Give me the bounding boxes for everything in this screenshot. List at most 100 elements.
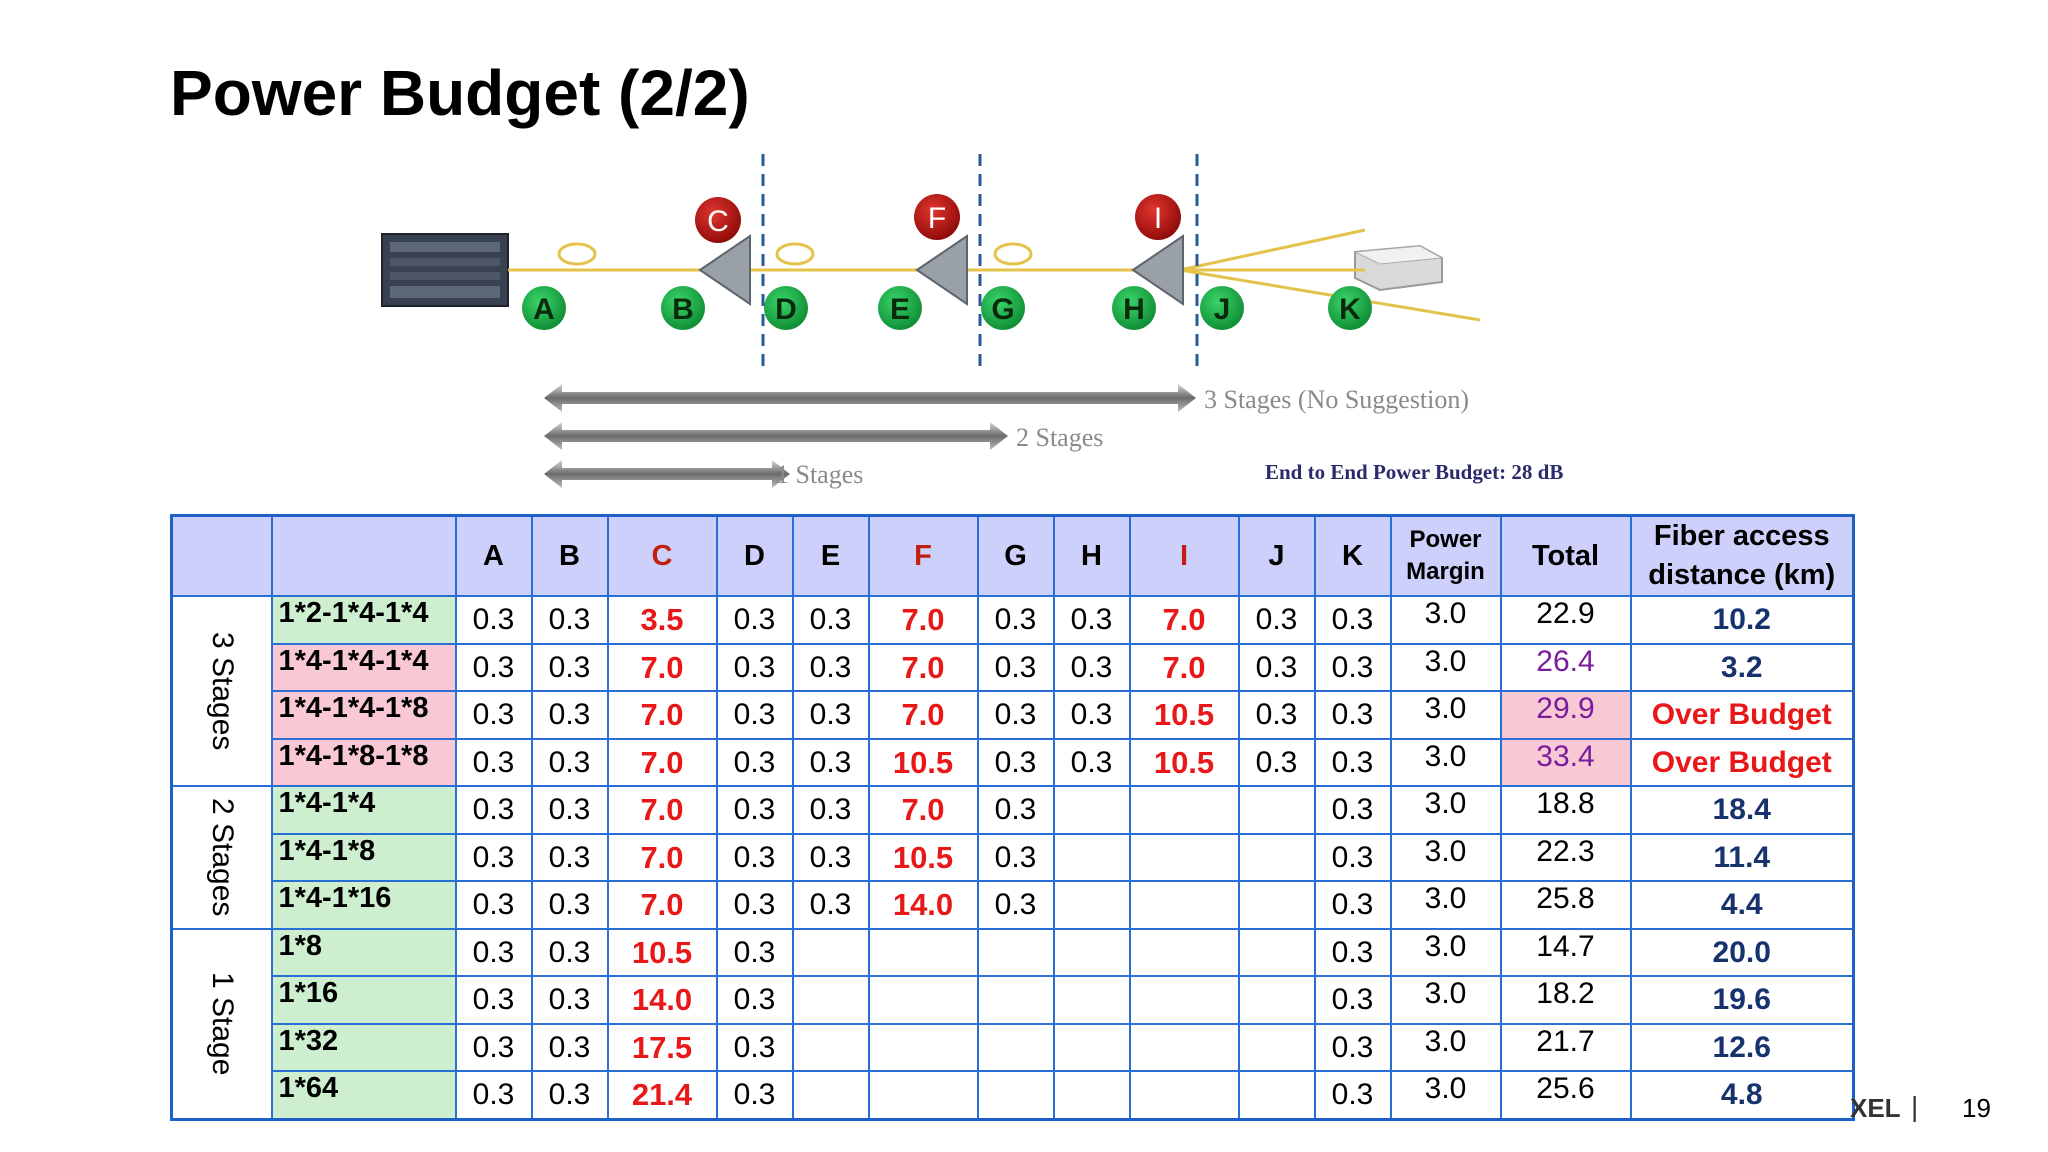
loss-cell-e: [791, 1022, 870, 1073]
loss-cell-f: 10.5: [867, 737, 979, 788]
loss-cell-b: 0.3: [530, 832, 609, 883]
loss-cell-f: [867, 1022, 979, 1073]
loss-cell-a: 0.3: [454, 642, 533, 693]
loss-cell-f: [867, 927, 979, 978]
loss-cell-f: 7.0: [867, 642, 979, 693]
loss-cell-h: [1052, 927, 1131, 978]
total-cell: 22.9: [1499, 595, 1632, 645]
loss-cell-h: [1052, 1070, 1131, 1121]
node-j: J: [1200, 286, 1244, 330]
stage-label-2: 2 Stages: [1016, 423, 1103, 452]
loss-cell-e: 0.3: [791, 642, 870, 693]
table-row: 1*4-1*16 0.3 0.3 7.0 0.3 0.3 14.0 0.3 0.3 3.0 25.8…: [172, 880, 1855, 930]
loss-cell-f: 10.5: [867, 832, 979, 883]
loss-cell-i: [1128, 1070, 1240, 1121]
loss-cell-h: [1052, 1022, 1131, 1073]
loss-cell-d: 0.3: [715, 927, 794, 978]
loss-cell-g: [976, 927, 1055, 978]
loss-cell-i: [1128, 880, 1240, 930]
header-power-margin: Power Margin: [1389, 514, 1502, 598]
loss-cell-b: 0.3: [530, 880, 609, 930]
loss-cell-k: 0.3: [1313, 880, 1392, 930]
loss-cell-i: 10.5: [1128, 690, 1240, 740]
loss-cell-e: [791, 1070, 870, 1121]
loss-cell-j: [1237, 1022, 1316, 1073]
node-k: K: [1328, 286, 1372, 330]
pon-topology-diagram: A B D E G H J K C F I 3 St: [381, 154, 1563, 489]
loss-cell-h: 0.3: [1052, 737, 1131, 788]
splitter-c-icon: [698, 234, 751, 306]
node-a: A: [522, 286, 566, 330]
loss-cell-c: 21.4: [606, 1070, 718, 1121]
splitter-i-icon: [1131, 234, 1184, 306]
loss-cell-b: 0.3: [530, 690, 609, 740]
loss-cell-d: 0.3: [715, 1022, 794, 1073]
loss-cell-a: 0.3: [454, 1070, 533, 1121]
loss-cell-j: [1237, 785, 1316, 835]
page-number: 19: [1962, 1093, 1991, 1123]
loss-cell-a: 0.3: [454, 975, 533, 1025]
power-margin-cell: 3.0: [1389, 1070, 1502, 1121]
loss-cell-a: 0.3: [454, 737, 533, 788]
loss-cell-b: 0.3: [530, 785, 609, 835]
header-a: A: [454, 514, 533, 598]
ont-device-icon: [1353, 244, 1444, 292]
power-margin-cell: 3.0: [1389, 642, 1502, 693]
svg-text:E: E: [890, 293, 910, 326]
header-total: Total: [1499, 514, 1632, 598]
power-margin-cell: 3.0: [1389, 1022, 1502, 1073]
loss-cell-k: 0.3: [1313, 737, 1392, 788]
svg-text:J: J: [1214, 293, 1231, 326]
stage-group-label: 3 Stages: [205, 632, 239, 751]
loss-cell-h: [1052, 832, 1131, 883]
loss-cell-a: 0.3: [454, 832, 533, 883]
svg-text:I: I: [1154, 202, 1162, 235]
loss-cell-c: 10.5: [606, 927, 718, 978]
loss-cell-f: 7.0: [867, 690, 979, 740]
svg-text:G: G: [991, 293, 1014, 326]
stage-arrow-2: [544, 422, 1008, 450]
header-k: K: [1313, 514, 1392, 598]
table-header-row: A B C D E F G H I J K Power Margin Total …: [170, 514, 1855, 598]
loss-cell-h: 0.3: [1052, 595, 1131, 645]
node-e: E: [878, 286, 922, 330]
total-cell: 18.8: [1499, 785, 1632, 835]
loss-cell-b: 0.3: [530, 927, 609, 978]
loss-cell-c: 7.0: [606, 690, 718, 740]
svg-text:F: F: [928, 202, 946, 235]
loss-cell-g: 0.3: [976, 642, 1055, 693]
fiber-distance-cell: 4.4: [1629, 880, 1855, 930]
loss-cell-b: 0.3: [530, 642, 609, 693]
header-c: C: [606, 514, 718, 598]
config-cell: 1*4-1*16: [270, 880, 457, 930]
header-fiber-line2: distance (km): [1648, 559, 1836, 592]
loss-cell-d: 0.3: [715, 975, 794, 1025]
loss-cell-d: 0.3: [715, 642, 794, 693]
stage-label-3: 3 Stages (No Suggestion): [1204, 385, 1469, 414]
total-cell: 22.3: [1499, 832, 1632, 883]
loss-cell-g: 0.3: [976, 595, 1055, 645]
total-cell: 25.6: [1499, 1070, 1632, 1121]
loss-cell-c: 7.0: [606, 785, 718, 835]
end-to-end-power-budget: End to End Power Budget: 28 dB: [1265, 460, 1563, 484]
loss-cell-c: 14.0: [606, 975, 718, 1025]
loss-cell-c: 7.0: [606, 642, 718, 693]
header-power-margin-line2: Margin: [1406, 558, 1485, 586]
loss-cell-k: 0.3: [1313, 975, 1392, 1025]
loss-cell-g: [976, 1022, 1055, 1073]
loss-cell-d: 0.3: [715, 785, 794, 835]
loss-cell-f: [867, 1070, 979, 1121]
loss-cell-k: 0.3: [1313, 927, 1392, 978]
stage-group-label: 1 Stage: [205, 972, 239, 1076]
loss-cell-k: 0.3: [1313, 642, 1392, 693]
power-margin-cell: 3.0: [1389, 690, 1502, 740]
loss-cell-i: [1128, 1022, 1240, 1073]
power-margin-cell: 3.0: [1389, 832, 1502, 883]
fiber-distance-cell: 20.0: [1629, 927, 1855, 978]
config-cell: 1*64: [270, 1070, 457, 1121]
power-margin-cell: 3.0: [1389, 595, 1502, 645]
stage-group-label-cell: 3 Stages: [170, 595, 273, 788]
header-j: J: [1237, 514, 1316, 598]
power-margin-cell: 3.0: [1389, 975, 1502, 1025]
header-fiber-distance: Fiber access distance (km): [1629, 514, 1855, 598]
